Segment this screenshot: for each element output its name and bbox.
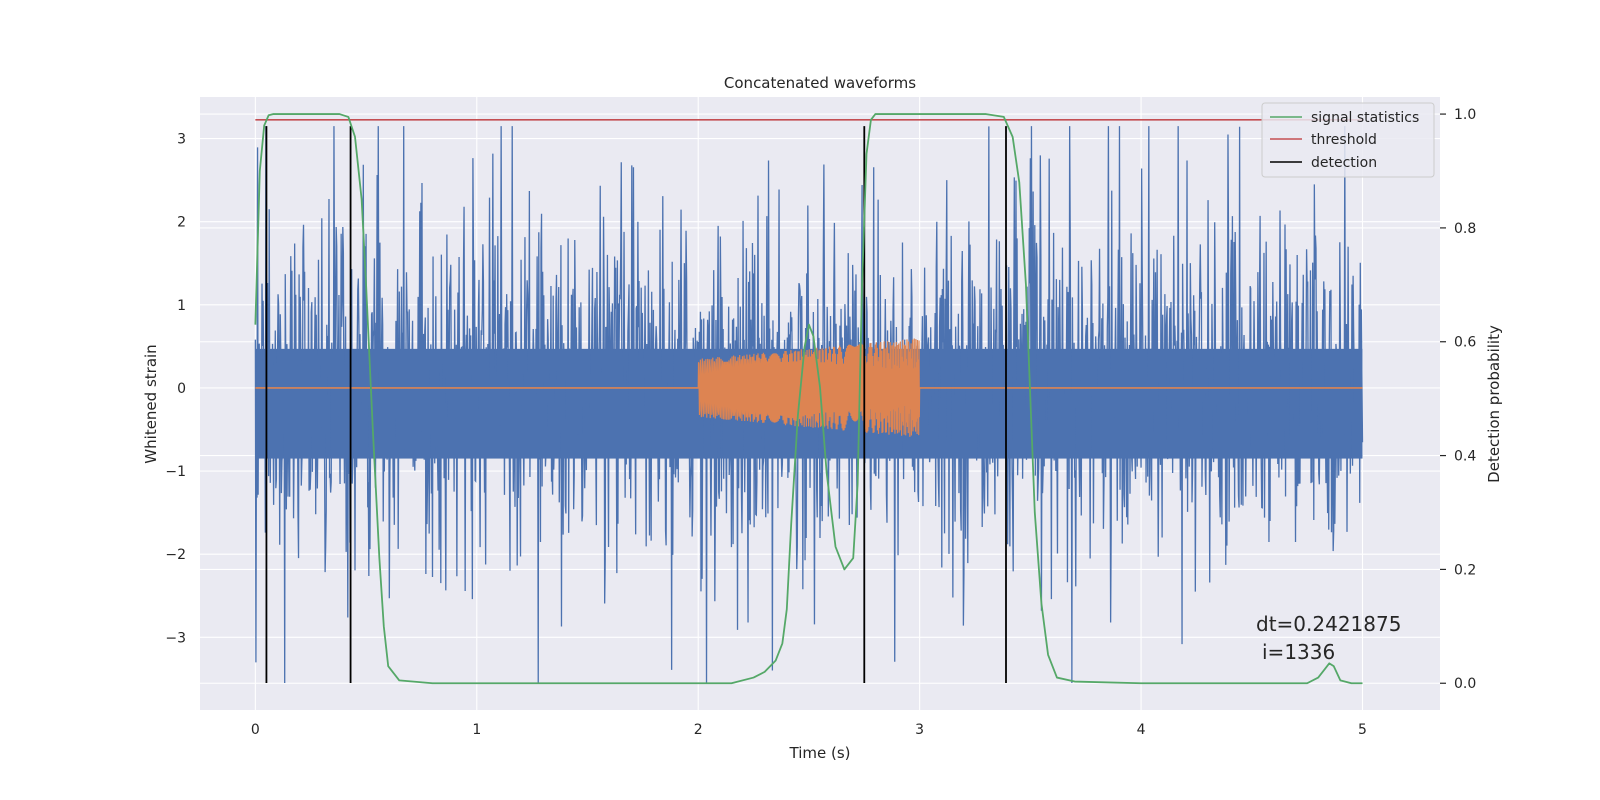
legend: signal statistics threshold detection	[1261, 102, 1435, 178]
y-right-tick-label: 0.2	[1454, 562, 1476, 578]
y-tick-label: 0	[177, 381, 186, 397]
y-tick-label: 3	[177, 132, 186, 148]
y-right-tick-label: 0.6	[1454, 335, 1476, 351]
injection-waveform	[255, 338, 1363, 437]
chart-title: Concatenated waveforms	[724, 74, 916, 92]
y-right-tick-label: 0.0	[1454, 676, 1476, 692]
y-axis-label: Whitened strain	[142, 344, 160, 463]
annotation-i: i=1336	[1262, 640, 1335, 664]
y-right-tick-label: 0.4	[1454, 449, 1476, 465]
x-axis-ticks: 0 1 2 3 4 5	[251, 722, 1367, 738]
y-tick-label: 2	[177, 215, 186, 231]
legend-box	[1261, 102, 1435, 178]
x-axis-label: Time (s)	[789, 744, 851, 762]
y-right-axis-label: Detection probability	[1485, 325, 1503, 483]
injection-line	[697, 338, 921, 437]
y-axis-ticks: −3 −2 −1 0 1 2 3	[165, 132, 186, 647]
y-tick-label: −3	[165, 630, 186, 646]
y-tick-label: −1	[165, 464, 186, 480]
x-tick-label: 5	[1358, 722, 1367, 738]
y-tick-label: 1	[177, 298, 186, 314]
x-tick-label: 2	[694, 722, 703, 738]
y-tick-label: −2	[165, 547, 186, 563]
x-tick-label: 1	[472, 722, 481, 738]
x-tick-label: 3	[915, 722, 924, 738]
statistics-line	[254, 113, 1363, 685]
x-tick-label: 4	[1137, 722, 1146, 738]
legend-label-threshold: threshold	[1311, 132, 1377, 148]
legend-label-detection: detection	[1311, 155, 1377, 171]
x-tick-label: 0	[251, 722, 260, 738]
y-right-tick-label: 1.0	[1454, 107, 1476, 123]
y-right-axis-ticks: 0.0 0.2 0.4 0.6 0.8 1.0	[1440, 107, 1476, 692]
statistics-series	[254, 113, 1363, 685]
annotation-dt: dt=0.2421875	[1256, 612, 1401, 636]
y-right-tick-label: 0.8	[1454, 221, 1476, 237]
legend-label-statistics: signal statistics	[1311, 110, 1419, 126]
